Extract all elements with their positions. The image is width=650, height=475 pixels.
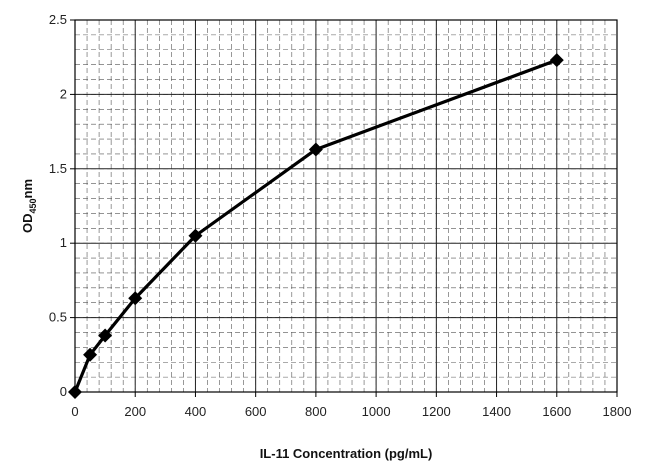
x-tick-label: 800 [305,404,327,419]
x-axis-ticks: 0 200 400 600 800 1000 1200 1400 1600 1800 [71,392,631,419]
major-gridlines [74,19,618,393]
x-axis-title: IL-11 Concentration (pg/mL) [260,446,433,461]
x-tick-label: 0 [71,404,78,419]
data-point-marker [188,228,203,243]
x-tick-label: 1800 [603,404,632,419]
x-tick-label: 600 [245,404,267,419]
y-tick-label: 2.5 [49,12,67,27]
y-axis-title: OD450nm [20,179,38,233]
y-axis-ticks: 0 0.5 1 1.5 2 2.5 [49,12,75,399]
y-axis-title-subscript: 450 [28,198,38,213]
data-point-marker [98,328,113,343]
y-tick-label: 1.5 [49,161,67,176]
x-tick-label: 1600 [542,404,571,419]
data-point-marker [128,291,143,306]
y-axis-title-main: OD [20,214,35,234]
series-layer [68,53,564,399]
x-tick-label: 1000 [362,404,391,419]
y-tick-label: 1 [60,235,67,250]
x-tick-label: 1200 [422,404,451,419]
x-tick-label: 200 [124,404,146,419]
data-point-marker [83,347,98,362]
x-tick-label: 1400 [482,404,511,419]
y-tick-label: 2 [60,86,67,101]
y-tick-label: 0.5 [49,310,67,325]
y-tick-label: 0 [60,384,67,399]
plot-area-frame [74,19,618,393]
data-point-marker [308,142,323,157]
data-point-marker [549,53,564,68]
y-axis-title-unit: nm [20,179,35,199]
x-tick-label: 400 [185,404,207,419]
data-point-marker [68,385,82,399]
minor-gridlines [74,19,618,393]
